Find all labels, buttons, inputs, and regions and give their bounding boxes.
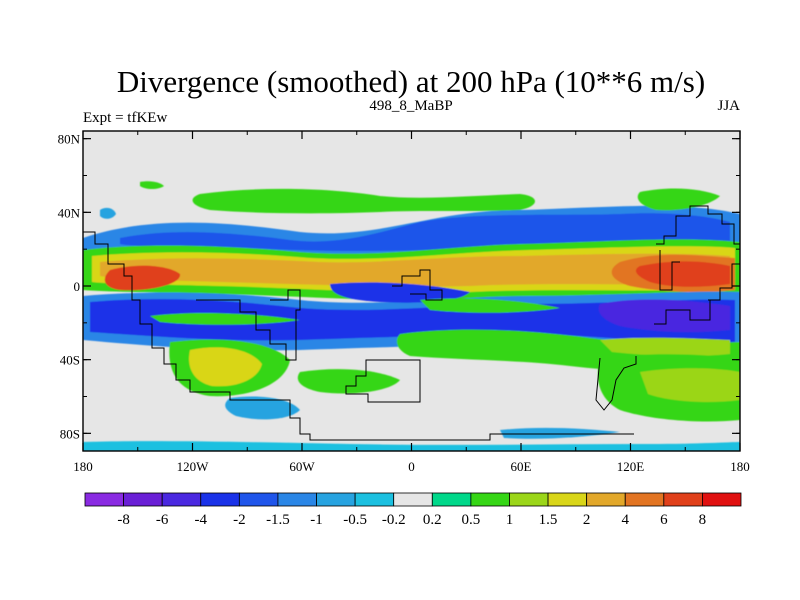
y-tick-label: 80S: [60, 426, 80, 441]
colorbar-label: -1: [310, 512, 323, 528]
colorbar-swatch: [509, 492, 549, 507]
field-region-9: [90, 299, 735, 343]
field-region-22: [500, 427, 620, 439]
field-region-24: [637, 188, 720, 211]
y-axis: 80N 40N 0 40S 80S: [58, 132, 740, 441]
colorbar-swatch: [238, 492, 279, 507]
field-region-1: [120, 213, 730, 251]
colorbar-label: 1.5: [539, 512, 558, 528]
x-tick-label: 180: [730, 459, 750, 474]
colorbar-label: 8: [699, 512, 707, 528]
x-tick-label: 0: [408, 459, 415, 474]
colorbar-swatch: [663, 492, 703, 507]
coastline-segment-0: [83, 231, 634, 441]
colorbar-swatch: [393, 492, 433, 507]
chart-title: Divergence (smoothed) at 200 hPa (10**6 …: [117, 64, 705, 99]
colorbar-label: 0.2: [423, 512, 442, 528]
x-tick-label: 120E: [617, 459, 645, 474]
colorbar-swatch: [702, 492, 742, 507]
colorbar-swatch: [547, 492, 588, 507]
y-tick-label: 40N: [58, 205, 81, 220]
season-label: JJA: [717, 98, 740, 114]
field-region-23: [192, 188, 535, 214]
colorbar-label: 4: [621, 512, 629, 528]
colorbar-label: -2: [233, 512, 246, 528]
colorbar: -8 -6 -4 -2 -1.5 -1 -0.5 -0.2 0.2 0.5 1 1.5 2 4 6 8: [84, 492, 742, 528]
y-tick-label: 0: [74, 279, 81, 294]
y-tick-label: 40S: [60, 353, 80, 368]
colorbar-label: 1: [506, 512, 514, 528]
run-label: 498_8_MaBP: [369, 98, 452, 114]
colorbar-label: 2: [583, 512, 591, 528]
field-region-7: [635, 261, 730, 287]
colorbar-label: 6: [660, 512, 668, 528]
coastline-segment-1: [196, 289, 301, 361]
colorbar-swatch: [431, 492, 472, 507]
x-tick-label: 60E: [511, 459, 532, 474]
colorbar-swatch: [354, 492, 395, 507]
field-region-12: [420, 298, 560, 313]
colorbar-swatch: [161, 492, 202, 507]
field-region-11: [598, 299, 730, 333]
field-region-13: [150, 313, 300, 325]
field-region-20: [640, 368, 740, 402]
colorbar-swatch: [123, 492, 163, 507]
colorbar-swatch: [277, 492, 317, 507]
field-region-17: [600, 337, 730, 357]
coastline-segment-4: [595, 356, 637, 411]
colorbar-label: -1.5: [266, 512, 290, 528]
colorbar-label: -0.2: [382, 512, 406, 528]
coastline-segment-3: [392, 269, 443, 301]
field-region-18: [297, 369, 400, 394]
x-tick-label: 120W: [177, 459, 210, 474]
field-region-15: [188, 347, 262, 387]
colorbar-swatch: [470, 492, 510, 507]
colorbar-swatch: [316, 492, 356, 507]
coastline-segment-7: [708, 263, 740, 301]
colorbar-label: -0.5: [343, 512, 367, 528]
x-tick-label: 180: [73, 459, 93, 474]
field-region-4: [100, 253, 730, 287]
x-axis: 180 120W 60W 0 60E 120E 180: [73, 131, 750, 474]
colorbar-label: -6: [156, 512, 169, 528]
field-region-10: [330, 282, 470, 303]
colorbar-label: 0.5: [462, 512, 481, 528]
colorbar-swatch: [84, 492, 124, 507]
colorbar-label: -8: [117, 512, 130, 528]
field-region-26: [100, 207, 116, 219]
colorbar-swatch: [624, 492, 665, 507]
coastline-segment-2: [345, 359, 421, 403]
coastline-outline: [83, 205, 740, 441]
experiment-label: Expt = tfKEw: [83, 110, 167, 126]
field-region-21: [225, 396, 300, 420]
colorbar-swatch: [586, 492, 626, 507]
coastline-segment-8: [654, 300, 711, 325]
map-plot-area: [83, 131, 740, 451]
colorbar-swatch: [200, 492, 240, 507]
y-tick-label: 80N: [58, 132, 81, 147]
coastline-segment-6: [659, 250, 680, 291]
x-tick-label: 60W: [289, 459, 315, 474]
field-region-25: [140, 181, 164, 189]
coastline-segment-5: [656, 205, 740, 245]
colorbar-label: -4: [195, 512, 208, 528]
